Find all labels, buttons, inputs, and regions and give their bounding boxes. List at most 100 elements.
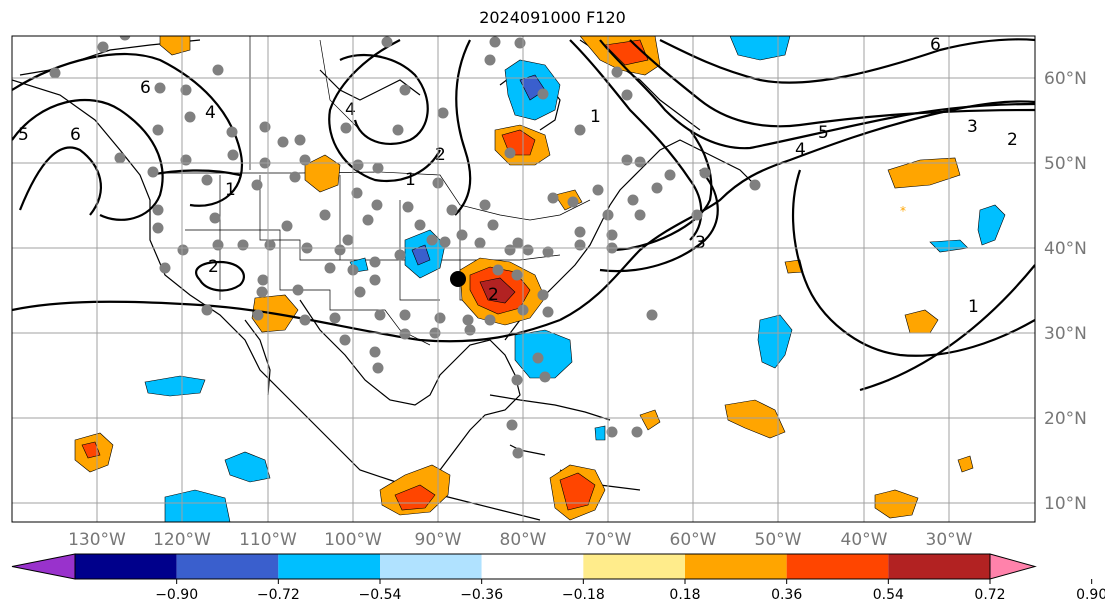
- station-dot: [212, 239, 224, 251]
- longitude-label: 90°W: [415, 530, 462, 550]
- station-dot: [299, 314, 311, 326]
- station-dot: [209, 212, 221, 224]
- station-dot: [691, 209, 703, 221]
- latitude-label: 20°N: [1044, 409, 1087, 429]
- colorbar-swatch: [481, 554, 584, 579]
- station-dot: [227, 149, 239, 161]
- station-dot: [456, 229, 468, 241]
- station-dot: [434, 312, 446, 324]
- station-dot: [277, 136, 289, 148]
- station-dot: [479, 199, 491, 211]
- colorbar-tick-label: −0.90: [155, 587, 198, 603]
- station-dot: [511, 374, 523, 386]
- station-dot: [749, 179, 761, 191]
- latitude-label: 60°N: [1044, 69, 1087, 89]
- contour-label: 5: [18, 125, 29, 145]
- station-dot: [627, 194, 639, 206]
- colorbar: −0.90 −0.72 −0.54 −0.36 −0.18 0.18 0.36 0.54 0.7…: [11, 553, 1105, 603]
- station-dot: [369, 346, 381, 358]
- colorbar-min-extend: [11, 553, 76, 580]
- station-dot: [289, 171, 301, 183]
- station-dot: [152, 222, 164, 234]
- contour-label: 1: [225, 180, 236, 200]
- station-dot: [259, 121, 271, 133]
- station-dot: [474, 237, 486, 249]
- station-dot: [49, 67, 61, 79]
- station-dot: [606, 229, 618, 241]
- station-dot: [506, 419, 518, 431]
- station-dot: [504, 244, 516, 256]
- colorbar-swatch: [75, 554, 177, 579]
- station-dot: [329, 312, 341, 324]
- station-dot: [634, 156, 646, 168]
- station-dot: [592, 184, 604, 196]
- station-dot: [369, 274, 381, 286]
- contour-label: 5: [818, 123, 829, 143]
- station-dot: [537, 88, 549, 100]
- longitude-label: 30°W: [926, 530, 973, 550]
- station-dot: [369, 256, 381, 268]
- station-dot: [256, 286, 268, 298]
- focus-point-marker: [450, 271, 466, 287]
- station-dot: [512, 447, 524, 459]
- station-dot: [542, 246, 554, 258]
- station-dot: [567, 196, 579, 208]
- station-dot: [251, 179, 263, 191]
- colorbar-swatch: [380, 554, 482, 579]
- station-dot: [352, 159, 364, 171]
- station-dot: [511, 269, 523, 281]
- station-dot: [339, 334, 351, 346]
- station-dot: [484, 54, 496, 66]
- station-dot: [574, 239, 586, 251]
- contour-label: 1: [968, 297, 979, 317]
- station-dot: [504, 147, 516, 159]
- station-dot: [180, 84, 192, 96]
- longitude-label: 120°W: [153, 530, 211, 550]
- station-dot: [547, 192, 559, 204]
- map-title: 2024091000 F120: [479, 8, 626, 27]
- station-dot: [152, 204, 164, 216]
- colorbar-tick-label: −0.18: [562, 587, 605, 603]
- station-dot: [201, 174, 213, 186]
- colorbar-max-extend: [989, 553, 1037, 580]
- station-dot: [699, 167, 711, 179]
- station-dot: [381, 36, 393, 48]
- colorbar-tick-label: −0.54: [359, 587, 402, 603]
- colorbar-tick-label: 0.90: [1076, 587, 1105, 603]
- contour-label: 6: [140, 78, 151, 98]
- colorbar-swatch: [278, 554, 380, 579]
- longitude-label: 110°W: [239, 530, 297, 550]
- station-dot: [414, 219, 426, 231]
- colorbar-tick-label: 0.54: [873, 587, 904, 603]
- station-dot: [651, 182, 663, 194]
- station-dot: [372, 362, 384, 374]
- station-dot: [147, 166, 159, 178]
- station-dot: [394, 249, 406, 261]
- station-dot: [294, 134, 306, 146]
- longitude-label: 60°W: [670, 530, 717, 550]
- latitude-label: 30°N: [1044, 324, 1087, 344]
- colorbar-swatch: [583, 554, 685, 579]
- latitude-label: 10°N: [1044, 494, 1087, 514]
- colorbar-swatch: [888, 554, 990, 579]
- station-dot: [226, 126, 238, 138]
- station-dot: [299, 154, 311, 166]
- station-dot: [340, 122, 352, 134]
- station-dot: [537, 289, 549, 301]
- station-dot: [489, 36, 501, 48]
- station-dot: [264, 239, 276, 251]
- station-dot: [324, 262, 336, 274]
- contour-label: 2: [435, 145, 446, 165]
- station-dot: [402, 201, 414, 213]
- contour-label: 2: [1007, 130, 1018, 150]
- station-dot: [372, 162, 384, 174]
- colorbar-tick-label: −0.36: [460, 587, 503, 603]
- contour-label-group: 6 6 4 4 5 1 2 1 1 6 5 4 3 2 3 1 2 2: [18, 36, 1018, 317]
- station-dot: [464, 324, 476, 336]
- station-dot: [281, 220, 293, 232]
- station-dot: [154, 82, 166, 94]
- station-dot: [371, 199, 383, 211]
- latitude-label: 40°N: [1044, 239, 1087, 259]
- station-dot: [611, 66, 623, 78]
